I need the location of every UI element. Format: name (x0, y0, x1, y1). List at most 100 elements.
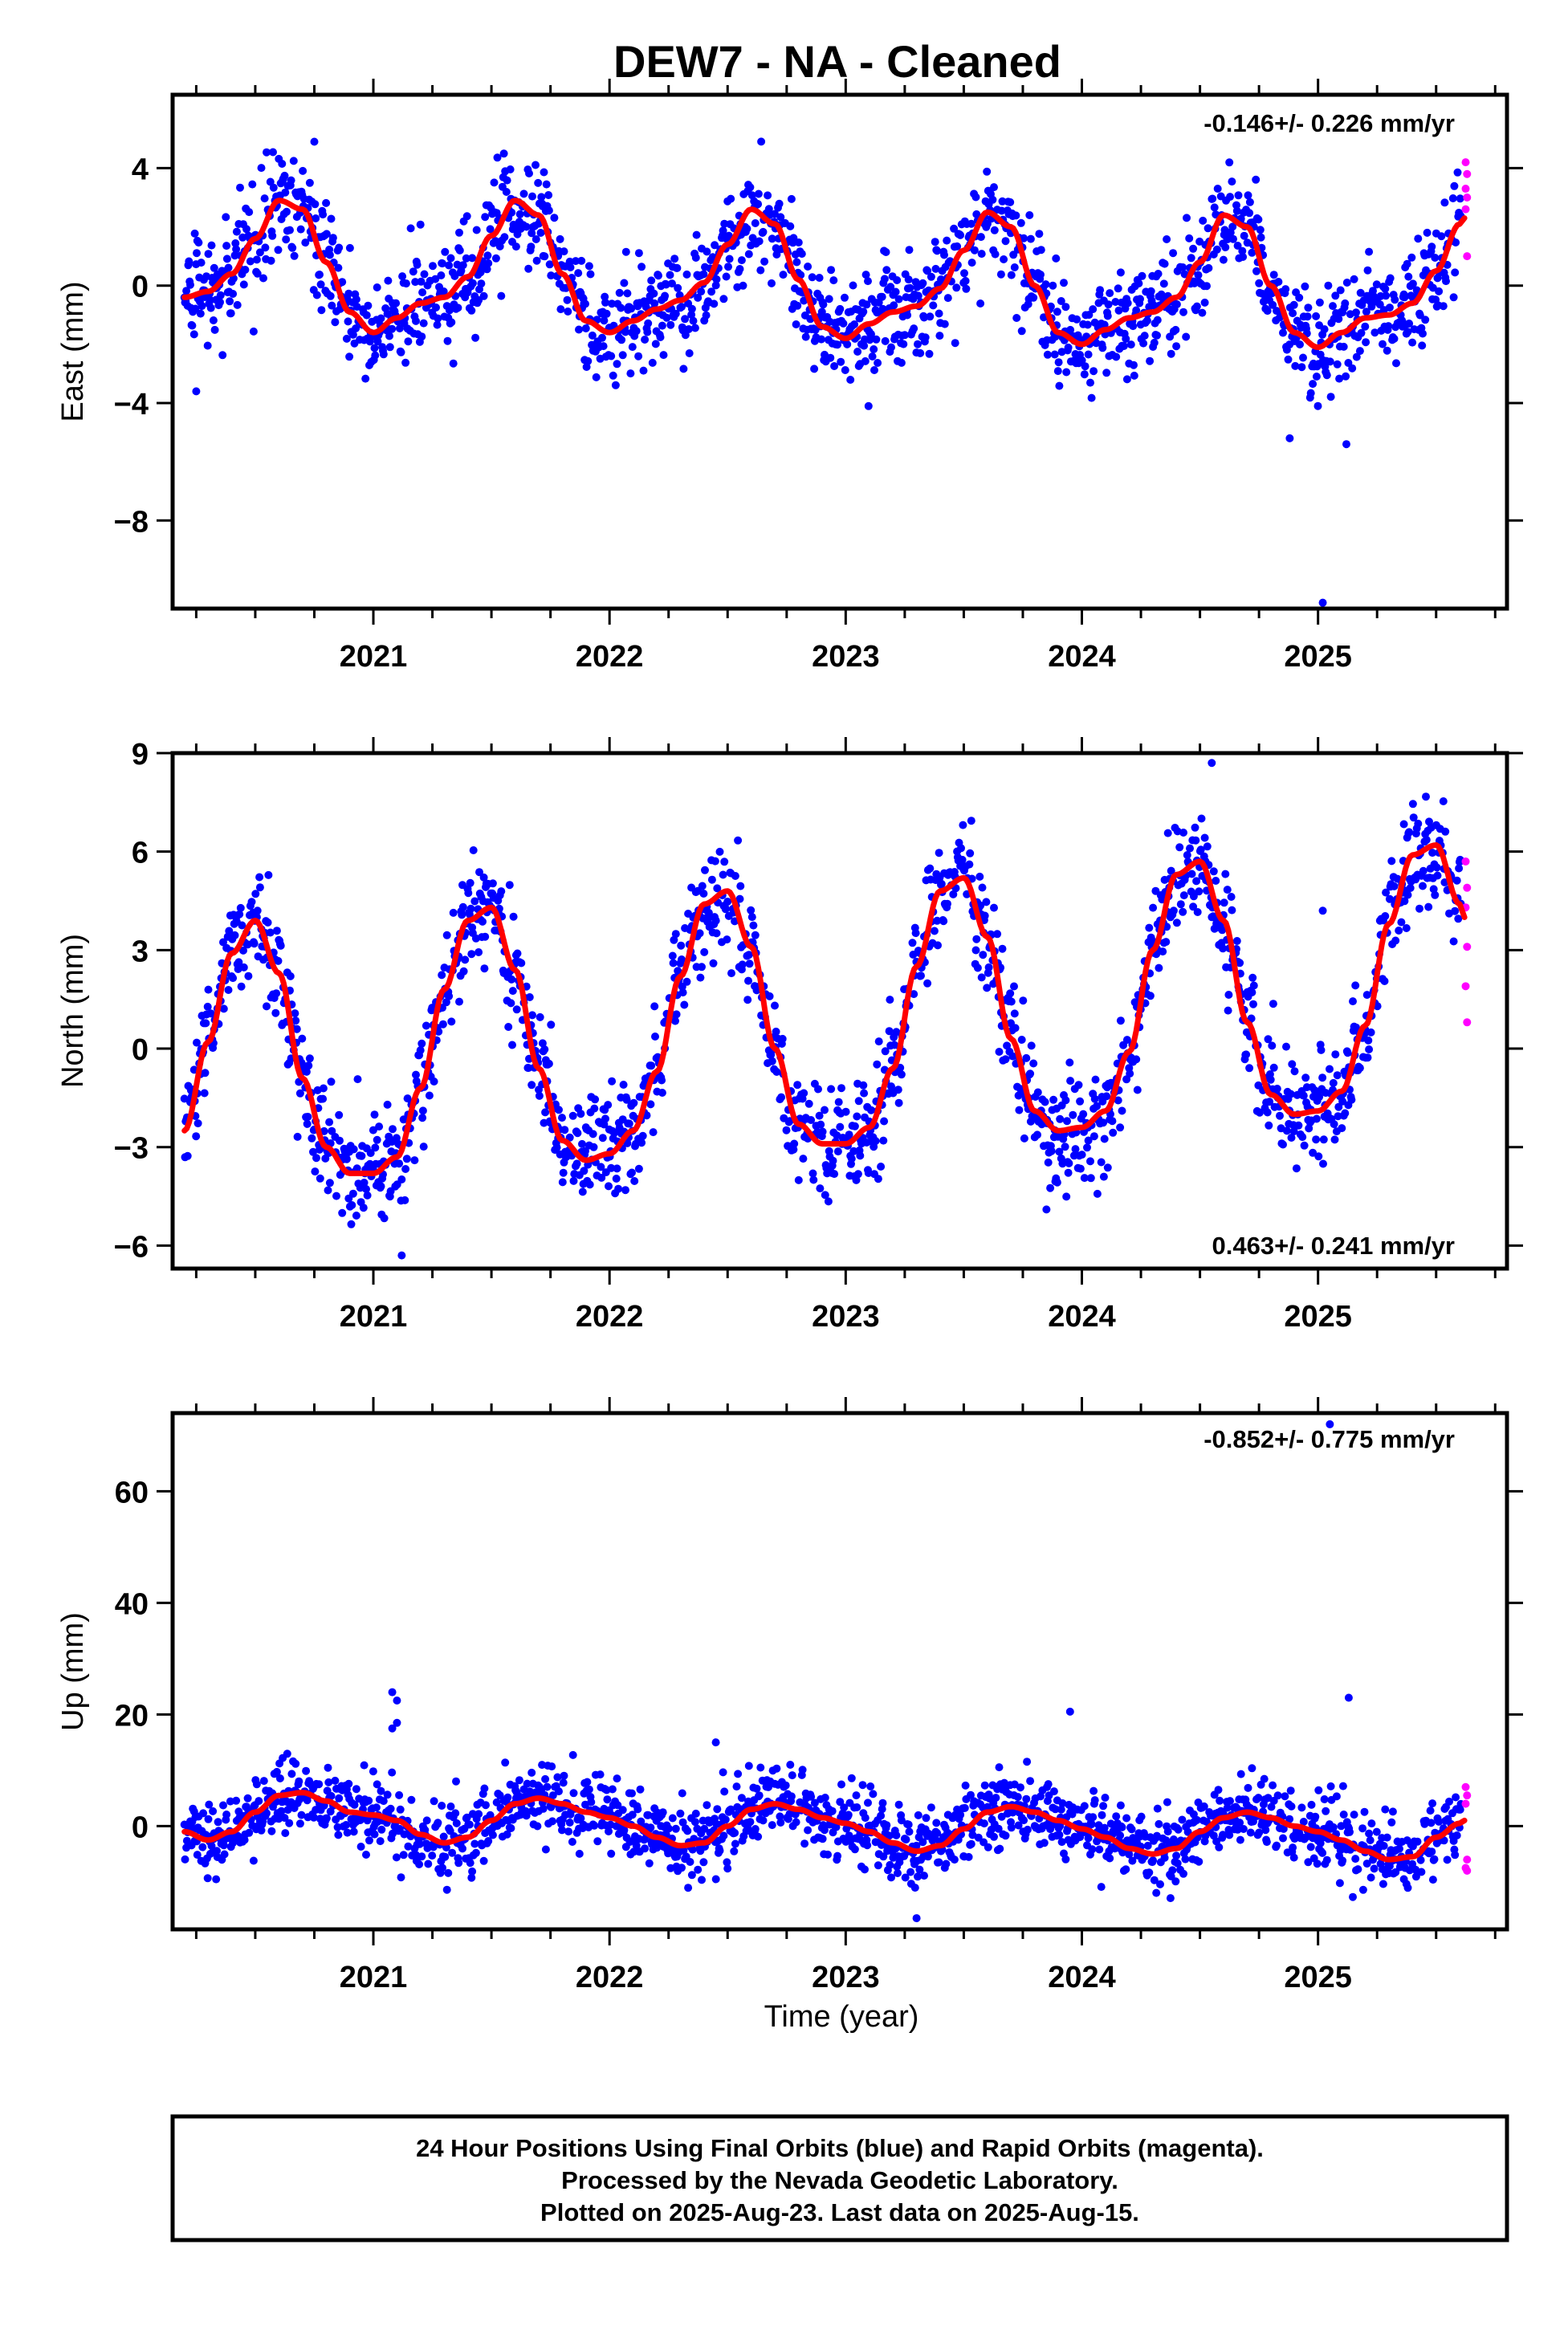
final-orbit-point (894, 1086, 902, 1094)
final-orbit-point (1306, 389, 1315, 397)
final-orbit-point (877, 1811, 886, 1820)
final-orbit-point (1136, 295, 1144, 303)
final-orbit-point (1053, 308, 1061, 316)
final-orbit-point (905, 1827, 914, 1836)
final-orbit-point (1119, 342, 1128, 350)
final-orbit-point (1300, 1141, 1309, 1150)
final-orbit-point (727, 194, 735, 203)
final-orbit-point (1068, 1810, 1077, 1819)
final-orbit-point (309, 1813, 318, 1822)
final-orbit-point (691, 1809, 700, 1818)
final-orbit-point (1370, 1864, 1379, 1873)
final-orbit-point (544, 206, 553, 215)
final-orbit-point (864, 1798, 872, 1807)
final-orbit-point (866, 1782, 875, 1790)
final-orbit-point (1333, 360, 1342, 369)
final-orbit-point (261, 243, 270, 252)
final-orbit-point (250, 939, 259, 948)
final-orbit-point (1118, 1106, 1126, 1115)
final-orbit-point (236, 903, 245, 912)
final-orbit-point (755, 1791, 764, 1800)
final-orbit-point (818, 1127, 827, 1136)
final-orbit-point (886, 283, 895, 291)
x-tick-label: 2021 (340, 1300, 408, 1334)
final-orbit-point (1347, 1095, 1356, 1104)
final-orbit-point (894, 295, 903, 303)
final-orbit-point (1142, 316, 1151, 325)
final-orbit-point (983, 167, 992, 176)
final-orbit-point (727, 969, 735, 978)
final-orbit-point (565, 1819, 574, 1827)
final-orbit-point (267, 256, 275, 265)
final-orbit-point (1333, 1071, 1342, 1080)
final-orbit-point (417, 277, 426, 286)
final-orbit-point (385, 332, 393, 340)
final-orbit-point (419, 319, 428, 328)
final-orbit-point (887, 343, 895, 352)
final-orbit-point (328, 301, 336, 310)
final-orbit-point (418, 1114, 427, 1122)
final-orbit-point (1281, 285, 1290, 294)
final-orbit-point (1233, 242, 1242, 250)
final-orbit-point (413, 260, 422, 269)
final-orbit-point (670, 935, 678, 944)
final-orbit-point (768, 1057, 776, 1065)
final-orbit-point (629, 1098, 638, 1107)
final-orbit-point (263, 1002, 271, 1011)
final-orbit-point (1150, 1876, 1159, 1884)
final-orbit-point (1249, 1000, 1257, 1008)
final-orbit-point (441, 1852, 450, 1861)
up-points (180, 1420, 1472, 1923)
final-orbit-point (664, 1849, 673, 1858)
final-orbit-point (1001, 1831, 1010, 1840)
final-orbit-point (269, 148, 277, 157)
final-orbit-point (432, 303, 440, 312)
final-orbit-point (1134, 279, 1143, 287)
final-orbit-point (609, 371, 617, 380)
final-orbit-point (710, 299, 719, 308)
final-orbit-point (1351, 1855, 1360, 1864)
final-orbit-point (505, 881, 514, 890)
rapid-orbit-point (1461, 982, 1470, 991)
final-orbit-point (422, 1021, 430, 1030)
final-orbit-point (455, 246, 464, 255)
final-orbit-point (768, 1821, 776, 1830)
final-orbit-point (536, 229, 545, 237)
final-orbit-point (950, 1855, 959, 1864)
final-orbit-point (751, 1825, 760, 1833)
final-orbit-point (1095, 1845, 1104, 1854)
final-orbit-point (1379, 1842, 1388, 1850)
final-orbit-point (1449, 937, 1458, 946)
final-orbit-point (202, 1019, 210, 1028)
final-orbit-point (468, 279, 477, 287)
final-orbit-point (513, 949, 522, 958)
final-orbit-point (860, 1089, 869, 1098)
final-orbit-point (961, 1781, 970, 1790)
x-tick-label: 2021 (340, 640, 408, 674)
final-orbit-point (661, 291, 670, 300)
final-orbit-point (564, 1827, 573, 1836)
final-orbit-point (1362, 991, 1371, 1000)
final-orbit-point (1372, 280, 1381, 289)
final-orbit-point (335, 1794, 344, 1802)
final-orbit-point (373, 1780, 381, 1789)
final-orbit-point (1301, 282, 1309, 291)
final-orbit-point (536, 1012, 544, 1021)
final-orbit-point (1017, 1036, 1026, 1044)
final-orbit-point (1297, 363, 1306, 372)
final-orbit-point (815, 1111, 824, 1120)
final-orbit-point (1254, 1794, 1263, 1802)
final-orbit-point (373, 337, 382, 346)
x-tick-label: 2023 (812, 1961, 880, 1994)
final-orbit-point (395, 1824, 404, 1833)
final-orbit-point (792, 1818, 800, 1827)
final-orbit-point (1007, 271, 1016, 279)
final-orbit-point (569, 1789, 578, 1798)
final-orbit-point (707, 287, 716, 296)
final-orbit-point (190, 229, 199, 238)
final-orbit-point (1046, 1183, 1055, 1192)
final-orbit-point (1455, 864, 1464, 873)
final-orbit-point (563, 295, 572, 304)
final-orbit-point (620, 1826, 629, 1835)
